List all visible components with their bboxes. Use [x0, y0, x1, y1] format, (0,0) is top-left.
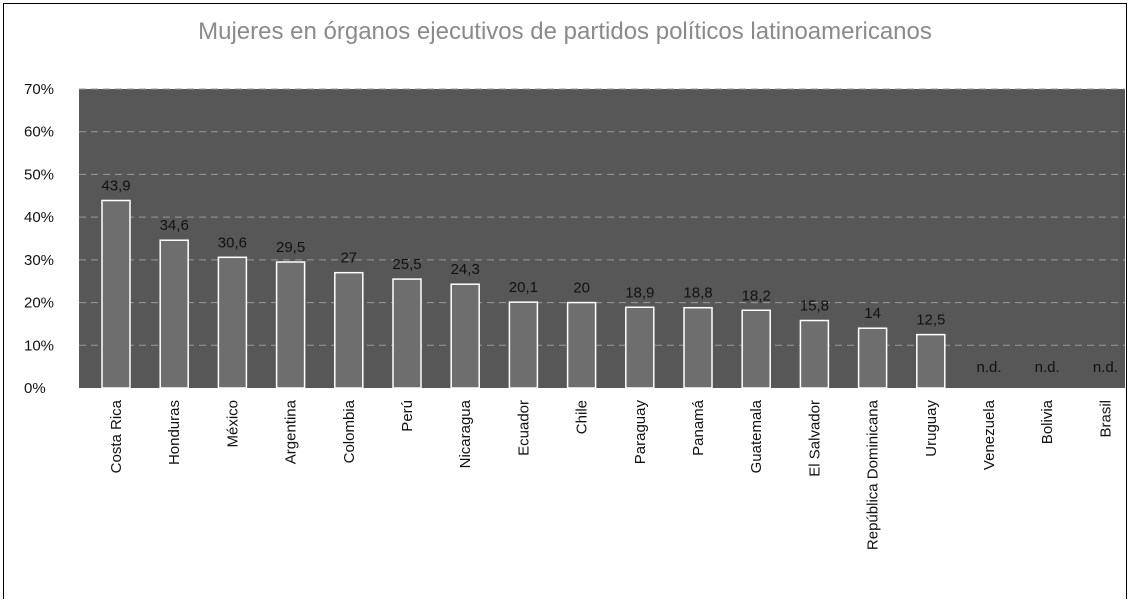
bar-value-label: 27: [340, 250, 357, 267]
chart-title: Mujeres en órganos ejecutivos de partido…: [198, 18, 932, 45]
plot-area: [79, 89, 1125, 388]
bar-value-label: 20: [573, 280, 590, 297]
bar: [334, 271, 364, 389]
bar-value-label: 43,9: [101, 177, 130, 194]
bar-value-label: 30,6: [218, 234, 247, 251]
bar: [101, 199, 131, 389]
bar-value-label: 18,8: [683, 285, 712, 302]
category-label: Chile: [574, 400, 591, 434]
category-label: Guatemala: [748, 399, 765, 473]
bar-value-label: 20,1: [509, 279, 538, 296]
y-tick-label: 10%: [24, 337, 54, 354]
bar-value-label: 29,5: [276, 239, 305, 256]
bar: [508, 301, 539, 389]
bar: [217, 256, 248, 389]
category-label: Bolivia: [1039, 399, 1056, 444]
category-label: Uruguay: [923, 400, 940, 457]
category-label: República Dominicana: [865, 399, 882, 550]
bar: [566, 301, 597, 389]
bar-value-label: n.d.: [1035, 359, 1060, 376]
category-label: México: [224, 400, 241, 448]
y-tick-label: 60%: [24, 124, 54, 141]
y-tick-label: 40%: [24, 209, 54, 226]
y-tick-label: 0%: [24, 380, 46, 397]
bar: [625, 306, 655, 389]
bar: [799, 319, 830, 389]
value-labels: 43,9 34,6 30,6 29,5 27 25,5 24,3 20,1 20 18,9 18,8…: [101, 177, 1118, 376]
bar: [159, 239, 189, 389]
bar-value-label: 34,6: [160, 217, 189, 234]
bar: [916, 333, 946, 389]
bar: [392, 278, 422, 389]
bar: [857, 327, 888, 389]
y-axis-ticks: 0% 10% 20% 30% 40% 50% 60% 70%: [24, 81, 54, 397]
category-label: Colombia: [341, 399, 358, 463]
bar-value-label: 12,5: [916, 312, 945, 329]
category-label: Ecuador: [515, 400, 532, 456]
bar-value-label: 15,8: [800, 298, 829, 315]
bar: [683, 306, 713, 389]
bars: [101, 199, 946, 389]
chart-frame: [3, 3, 1127, 599]
bar-value-label: 18,9: [625, 284, 654, 301]
bar: [275, 261, 306, 389]
bar-value-label: 25,5: [392, 256, 421, 273]
category-label: Panamá: [690, 399, 707, 456]
category-label: Nicaragua: [457, 399, 474, 468]
bar: [741, 309, 771, 389]
bar-value-label: n.d.: [976, 359, 1001, 376]
category-label: Paraguay: [632, 400, 649, 465]
category-label: Perú: [399, 400, 416, 432]
bar-value-label: 14: [864, 305, 881, 322]
bar-value-label: 24,3: [451, 261, 480, 278]
y-tick-label: 50%: [24, 166, 54, 183]
bar-value-label: 18,2: [742, 287, 771, 304]
category-label: Costa Rica: [108, 399, 125, 473]
category-label: Argentina: [283, 399, 300, 464]
category-label: Brasil: [1097, 400, 1114, 438]
category-label: Venezuela: [981, 399, 998, 470]
y-tick-label: 20%: [24, 295, 54, 312]
y-tick-label: 70%: [24, 81, 54, 98]
bar-value-label: n.d.: [1093, 359, 1118, 376]
y-tick-label: 30%: [24, 252, 54, 269]
category-label: Honduras: [166, 400, 183, 465]
category-labels: Costa Rica Honduras México Argentina Colombi…: [108, 399, 1114, 550]
category-label: El Salvador: [806, 400, 823, 477]
bar: [450, 283, 480, 389]
gridlines: [79, 88, 1125, 346]
